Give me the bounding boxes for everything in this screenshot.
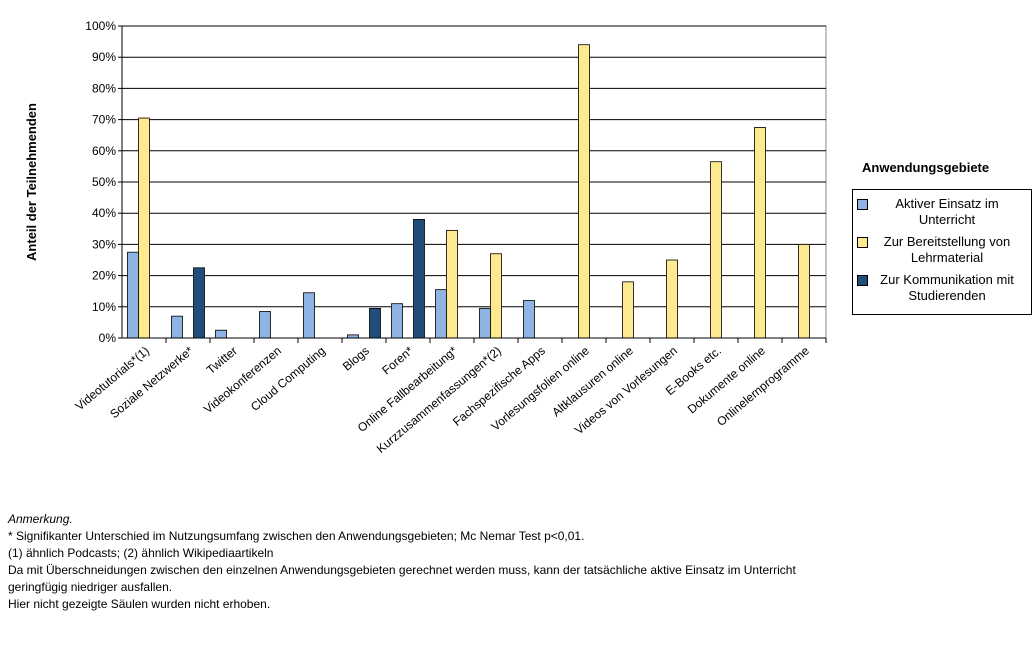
y-tick-label: 0% xyxy=(99,331,117,345)
x-tick-label: Foren* xyxy=(379,343,416,377)
legend-label: Zur Kommunikation mit Studierenden xyxy=(880,272,1014,303)
y-tick-label: 70% xyxy=(92,113,116,127)
legend-label: Zur Bereitstellung von Lehrmaterial xyxy=(883,234,1011,265)
x-tick-label: Soziale Netzwerke* xyxy=(107,343,196,421)
notes-heading: Anmerkung. xyxy=(8,512,73,526)
note-line: geringfügig niedriger ausfallen. xyxy=(8,580,173,594)
bar xyxy=(127,251,139,339)
note-line: Hier nicht gezeigte Säulen wurden nicht … xyxy=(8,597,271,611)
notes: Anmerkung. * Signifikanter Unterschied i… xyxy=(8,511,796,613)
note-line: (1) ähnlich Podcasts; (2) ähnlich Wikipe… xyxy=(8,546,274,560)
y-tick-label: 90% xyxy=(92,50,116,64)
x-tick-label: Dokumente online xyxy=(685,343,768,416)
bar xyxy=(391,303,403,339)
y-axis-label: Anteil der Teilnehmenden xyxy=(24,103,39,261)
legend-entry: Aktiver Einsatz im Unterricht xyxy=(857,196,1027,228)
legend-entry: Zur Bereitstellung von Lehrmaterial xyxy=(857,234,1027,266)
y-tick-label: 30% xyxy=(92,237,116,251)
y-tick-label: 100% xyxy=(85,19,116,33)
bar xyxy=(490,253,502,339)
legend-title: Anwendungsgebiete xyxy=(862,160,990,175)
bar xyxy=(303,292,315,339)
y-tick-label: 10% xyxy=(92,300,116,314)
bar xyxy=(523,300,535,339)
bar xyxy=(479,307,491,339)
bar xyxy=(446,229,458,339)
x-tick-label: Videokonferenzen xyxy=(201,344,284,417)
legend-swatch xyxy=(857,237,868,248)
legend-label: Aktiver Einsatz im Unterricht xyxy=(895,196,999,227)
bar xyxy=(666,259,678,339)
y-tick-label: 20% xyxy=(92,269,116,283)
y-tick-label: 50% xyxy=(92,175,116,189)
legend-box: Aktiver Einsatz im Unterricht Zur Bereits… xyxy=(852,189,1032,315)
y-tick-label: 60% xyxy=(92,144,116,158)
y-tick-label: 80% xyxy=(92,81,116,95)
x-tick-label: Cloud Computing xyxy=(248,344,328,414)
bar xyxy=(622,281,634,339)
note-line: Da mit Überschneidungen zwischen den ein… xyxy=(8,563,796,577)
bar xyxy=(193,267,205,339)
legend: Anwendungsgebiete Aktiver Einsatz im Unt… xyxy=(852,160,1032,315)
legend-swatch xyxy=(857,275,868,286)
note-line: * Signifikanter Unterschied im Nutzungsu… xyxy=(8,529,585,543)
bar xyxy=(369,307,381,339)
x-tick-label: Blogs xyxy=(340,344,372,374)
bar xyxy=(578,44,590,339)
legend-swatch xyxy=(857,199,868,210)
bar xyxy=(413,219,425,339)
bar xyxy=(138,117,150,339)
bar xyxy=(259,311,271,339)
legend-entry: Zur Kommunikation mit Studierenden xyxy=(857,272,1027,304)
bar xyxy=(171,315,183,339)
bar xyxy=(435,289,447,339)
x-tick-label: Videotutorials*(1) xyxy=(73,344,152,414)
bar xyxy=(798,243,810,339)
x-tick-label: Twitter xyxy=(204,344,240,377)
y-tick-label: 40% xyxy=(92,206,116,220)
bar xyxy=(710,161,722,339)
bar xyxy=(754,127,766,339)
bar xyxy=(215,329,227,339)
